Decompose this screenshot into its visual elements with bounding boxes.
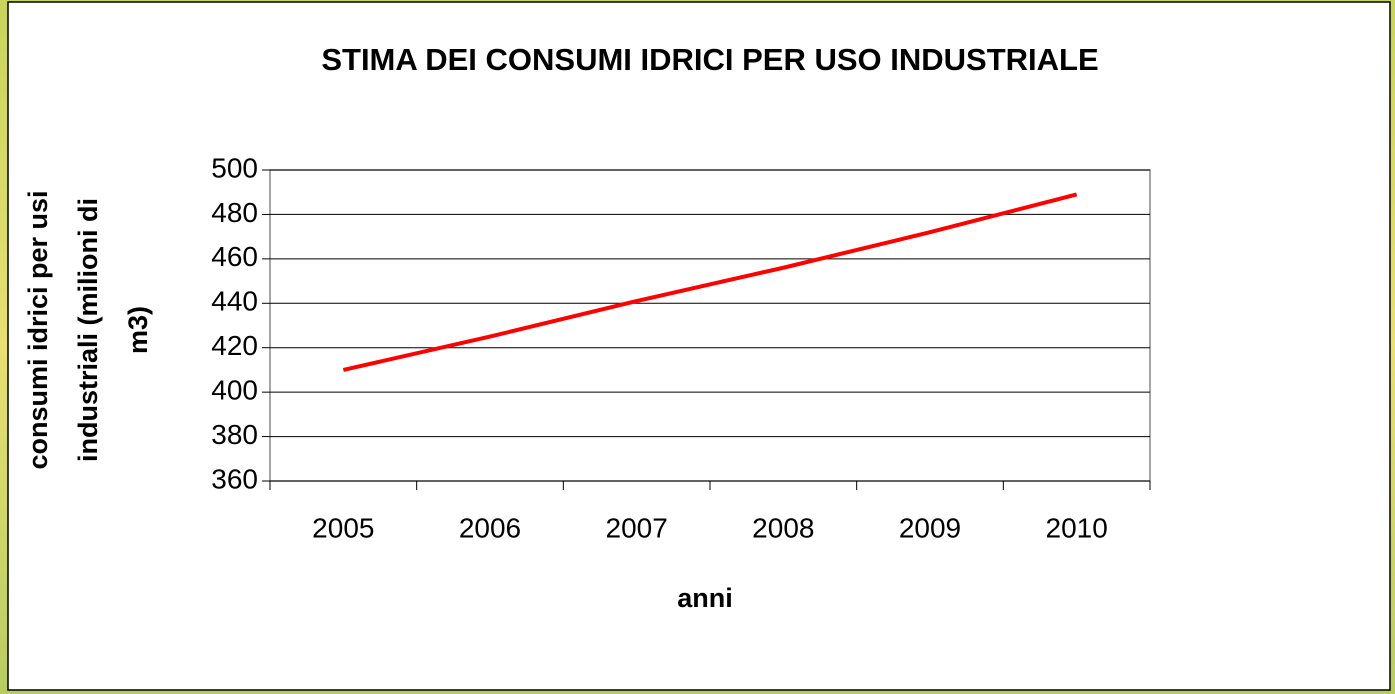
y-tick-label: 360 [211, 463, 258, 494]
y-tick-label: 420 [211, 330, 258, 361]
x-axis-title: anni [677, 583, 733, 613]
y-axis-title: consumi idrici per usi industriali (mili… [23, 190, 153, 469]
x-tick-label: 2008 [752, 512, 814, 543]
y-tick-label: 440 [211, 286, 258, 317]
x-tick-label: 2005 [312, 512, 374, 543]
y-tick-label: 400 [211, 375, 258, 406]
y-tick-label: 460 [211, 241, 258, 272]
y-axis-title-line: m3) [123, 306, 153, 354]
y-tick-label: 480 [211, 197, 258, 228]
x-tick-label: 2007 [606, 512, 668, 543]
chart-title: STIMA DEI CONSUMI IDRICI PER USO INDUSTR… [321, 42, 1098, 77]
chart-frame [7, 1, 1391, 691]
y-axis-title-line: industriali (milioni di [73, 198, 103, 462]
y-axis-title-line: consumi idrici per usi [23, 190, 53, 469]
x-tick-label: 2006 [459, 512, 521, 543]
data-line [342, 192, 1078, 372]
x-tick-label: 2009 [899, 512, 961, 543]
x-tick-label: 2010 [1046, 512, 1108, 543]
y-tick-label: 500 [211, 152, 258, 183]
y-tick-label: 380 [211, 419, 258, 450]
